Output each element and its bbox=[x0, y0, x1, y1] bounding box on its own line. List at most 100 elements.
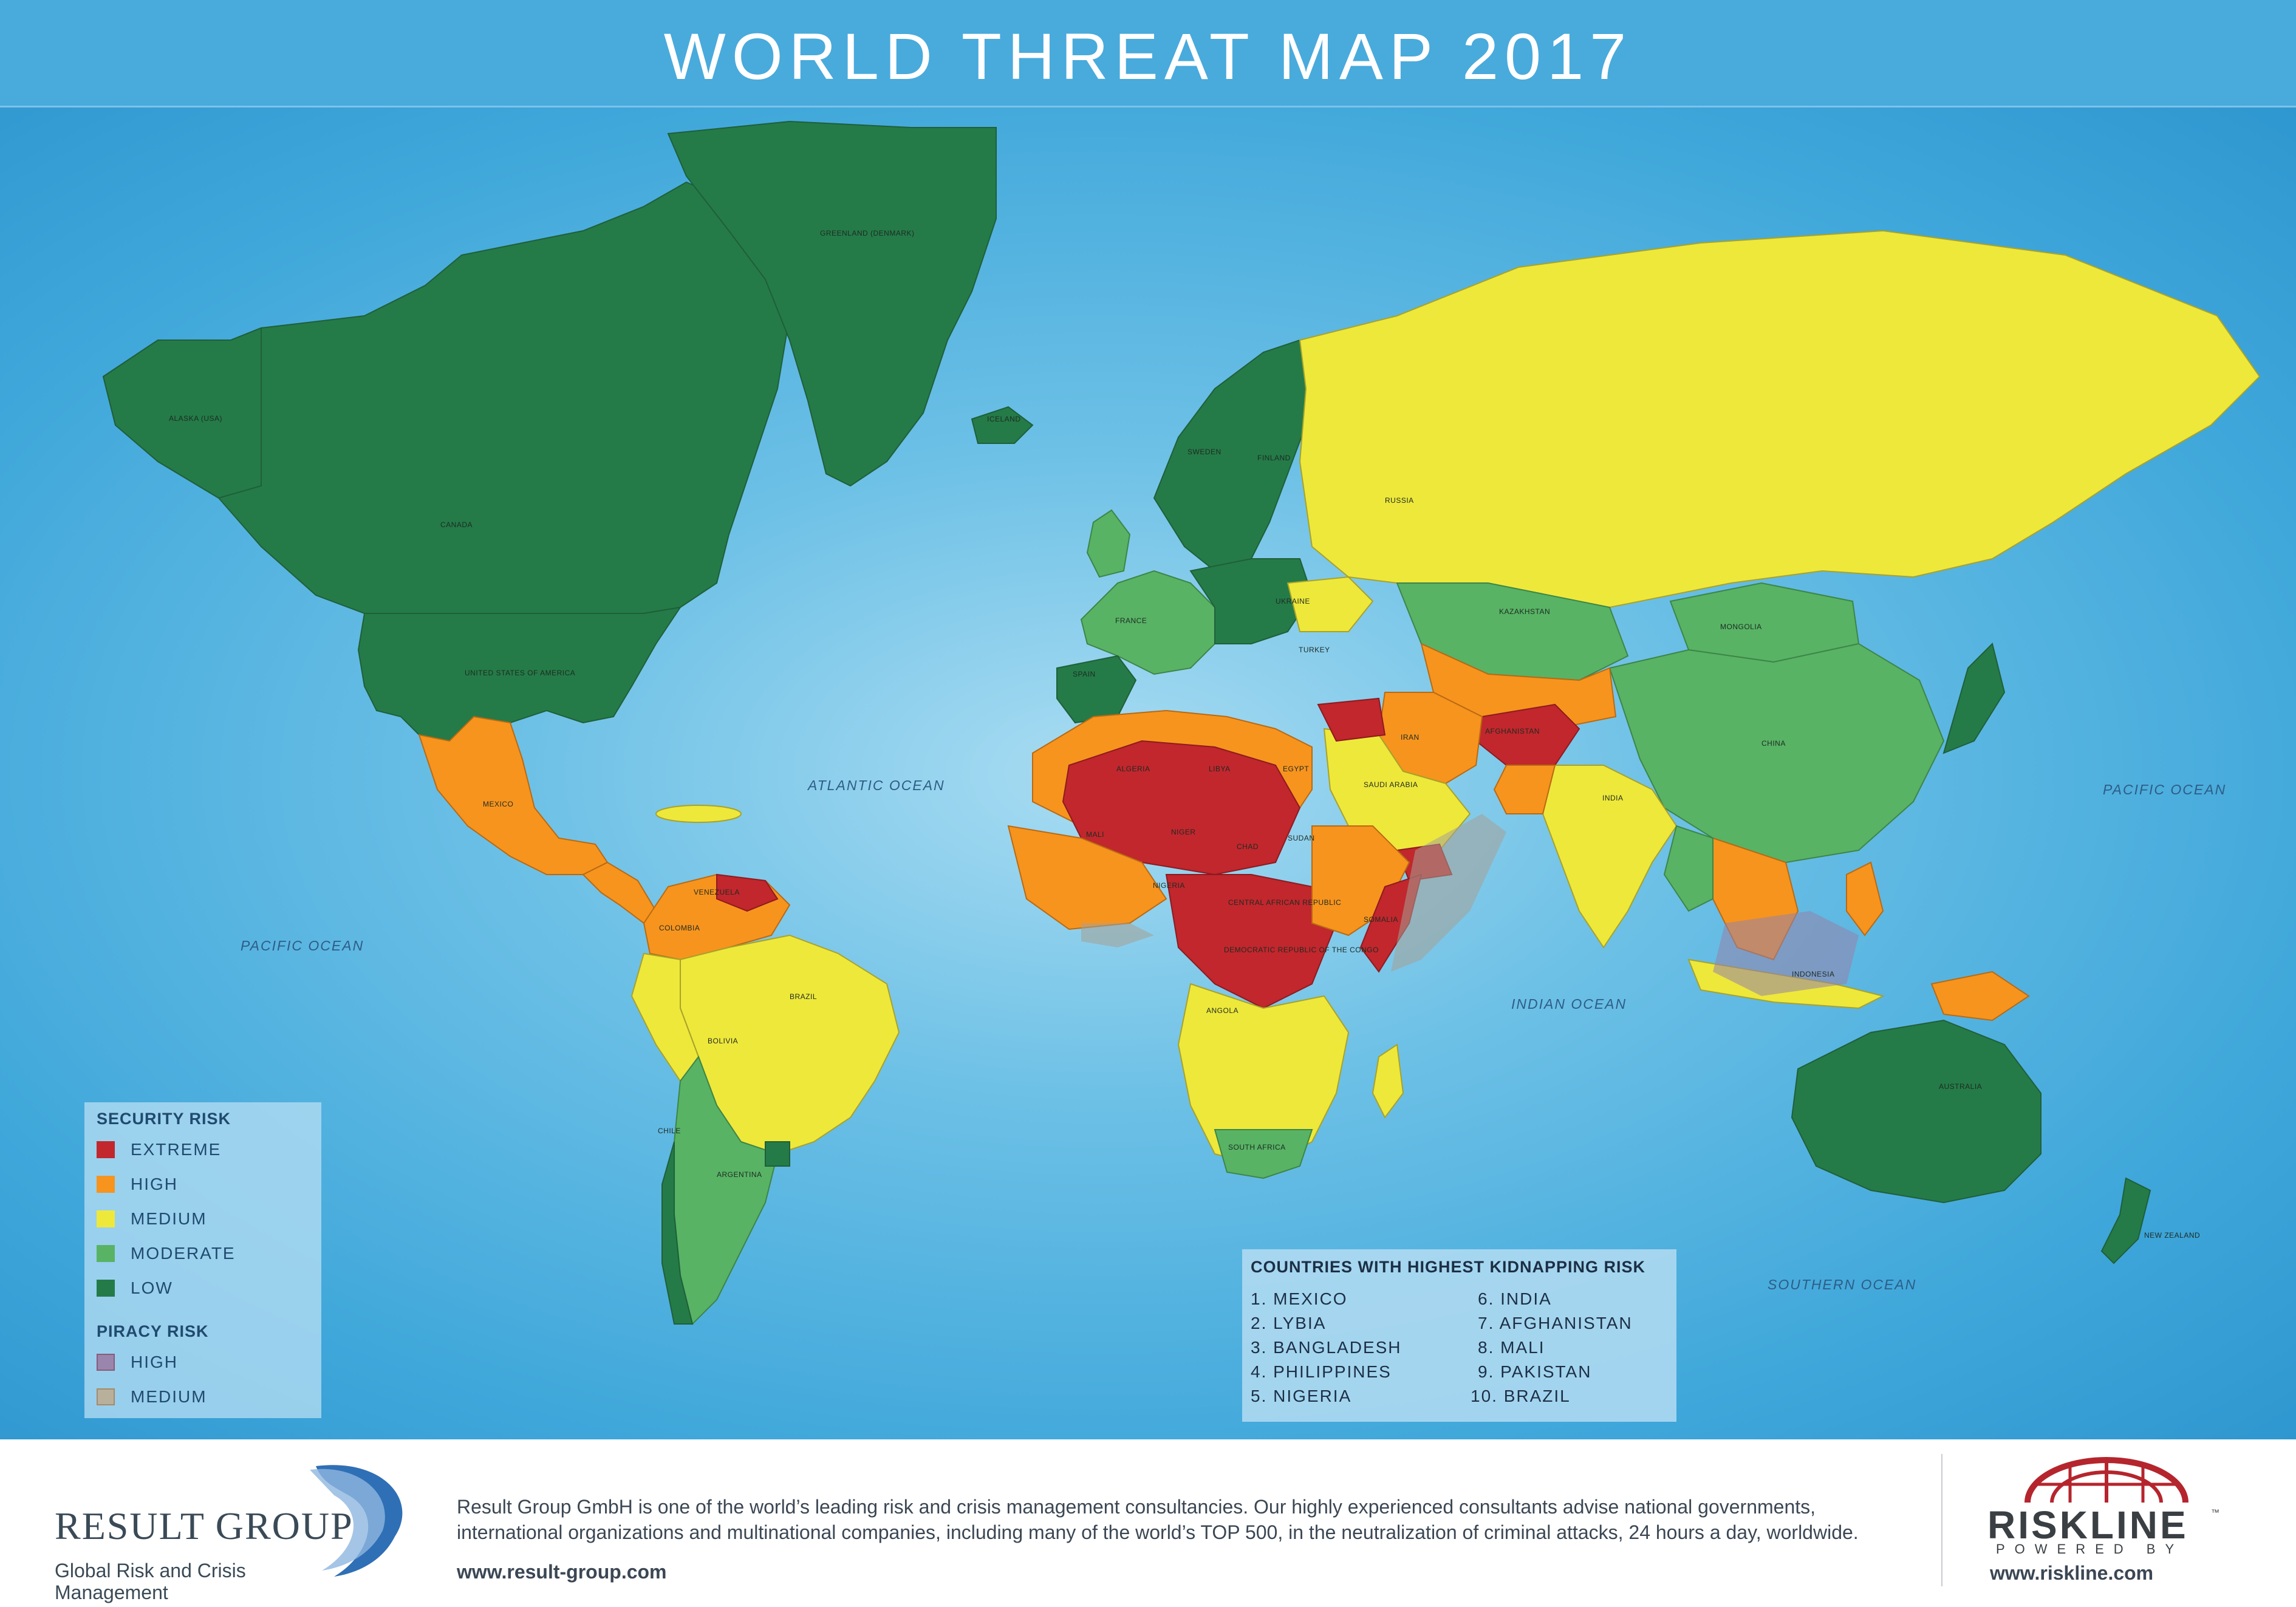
region-new-zealand bbox=[2100, 1177, 2151, 1264]
ocean-label-atlantic: ATLANTIC OCEAN bbox=[808, 777, 945, 793]
region-madagascar bbox=[1372, 1043, 1404, 1119]
swatch-moderate bbox=[97, 1245, 115, 1262]
country-label-alaska: ALASKA (USA) bbox=[169, 414, 223, 423]
country-label-somalia: SOMALIA bbox=[1364, 915, 1398, 924]
country-label-china: CHINA bbox=[1761, 739, 1786, 748]
result-group-logo: RESULT GROUP Global Risk and Crisis Mana… bbox=[55, 1458, 431, 1603]
kidnapping-risk-title: COUNTRIES WITH HIGHEST KIDNAPPING RISK bbox=[1251, 1258, 1646, 1276]
country-label-australia: AUSTRALIA bbox=[1939, 1082, 1983, 1091]
riskline-name: RISKLINE bbox=[1987, 1503, 2188, 1547]
kidnap-item: 1. MEXICO bbox=[1251, 1289, 1348, 1308]
region-central-america bbox=[582, 861, 657, 924]
piracy-zone-southeast-asia bbox=[1713, 911, 1859, 996]
country-label-mongolia: MONGOLIA bbox=[1720, 623, 1762, 631]
kidnap-item: 9. PAKISTAN bbox=[1478, 1362, 1592, 1381]
country-label-greenland: GREENLAND (DENMARK) bbox=[820, 229, 915, 237]
swatch-low bbox=[97, 1280, 115, 1297]
riskline-link[interactable]: www.riskline.com bbox=[1990, 1562, 2154, 1584]
security-risk-heading: SECURITY RISK bbox=[97, 1110, 231, 1128]
country-label-chad: CHAD bbox=[1237, 842, 1259, 851]
country-label-iceland: ICELAND bbox=[987, 415, 1021, 423]
kidnap-item: 7. AFGHANISTAN bbox=[1478, 1314, 1633, 1332]
country-label-canada: CANADA bbox=[440, 520, 473, 529]
region-india bbox=[1542, 765, 1678, 949]
page-title: WORLD THREAT MAP 2017 bbox=[663, 19, 1633, 93]
country-label-turkey: TURKEY bbox=[1299, 646, 1330, 654]
country-label-usa: UNITED STATES OF AMERICA bbox=[465, 669, 576, 677]
riskline-logo: RISKLINE ™ POWERED BY bbox=[1979, 1456, 2234, 1557]
region-uk bbox=[1086, 509, 1131, 578]
country-label-egypt: EGYPT bbox=[1283, 765, 1310, 773]
country-label-car: CENTRAL AFRICAN REPUBLIC bbox=[1228, 898, 1342, 907]
kidnap-item: 8. MALI bbox=[1478, 1338, 1545, 1357]
country-label-bolivia: BOLIVIA bbox=[708, 1037, 739, 1045]
swatch-piracy-medium bbox=[97, 1388, 115, 1405]
country-label-colombia: COLOMBIA bbox=[659, 924, 700, 932]
country-label-indonesia: INDONESIA bbox=[1792, 970, 1835, 978]
region-central-africa bbox=[1165, 874, 1338, 1009]
region-iceland bbox=[971, 406, 1034, 444]
country-label-angola: ANGOLA bbox=[1206, 1006, 1239, 1015]
region-alaska bbox=[102, 327, 262, 499]
region-venezuela-north bbox=[716, 873, 779, 912]
result-group-name: RESULT GROUP bbox=[55, 1504, 354, 1547]
region-ukraine bbox=[1286, 576, 1374, 632]
swatch-extreme bbox=[97, 1141, 115, 1158]
piracy-zone-gulf-of-guinea bbox=[1081, 923, 1154, 947]
legend-label-medium: MEDIUM bbox=[131, 1209, 207, 1228]
country-label-venezuela: VENEZUELA bbox=[694, 888, 740, 896]
region-central-europe bbox=[1189, 558, 1313, 644]
ocean-label-indian: INDIAN OCEAN bbox=[1511, 996, 1627, 1012]
country-label-new-zealand: NEW ZEALAND bbox=[2144, 1231, 2201, 1240]
kidnap-item: 6. INDIA bbox=[1478, 1289, 1552, 1308]
country-label-iran: IRAN bbox=[1401, 733, 1420, 742]
country-label-kazakhstan: KAZAKHSTAN bbox=[1499, 607, 1551, 616]
ocean-label-pacific-east: PACIFIC OCEAN bbox=[2103, 782, 2227, 797]
legend-label-piracy-medium: MEDIUM bbox=[131, 1387, 207, 1406]
result-group-tagline: Global Risk and Crisis Management bbox=[55, 1560, 246, 1603]
country-label-sweden: SWEDEN bbox=[1187, 448, 1221, 456]
country-label-sudan: SUDAN bbox=[1288, 834, 1315, 842]
country-label-nigeria: NIGERIA bbox=[1153, 881, 1185, 890]
country-label-south-africa: SOUTH AFRICA bbox=[1228, 1143, 1286, 1152]
legend-label-piracy-high: HIGH bbox=[131, 1353, 178, 1371]
footer-description: Result Group GmbH is one of the world’s … bbox=[457, 1496, 1859, 1543]
region-philippines bbox=[1846, 861, 1884, 937]
country-label-afghanistan: AFGHANISTAN bbox=[1485, 727, 1540, 735]
region-indochina bbox=[1663, 825, 1713, 912]
ocean-label-southern: SOUTHERN OCEAN bbox=[1768, 1277, 1917, 1292]
country-label-niger: NIGER bbox=[1171, 828, 1196, 836]
country-label-india: INDIA bbox=[1602, 794, 1624, 802]
country-label-saudi-arabia: SAUDI ARABIA bbox=[1364, 780, 1418, 789]
region-uruguay bbox=[765, 1141, 790, 1167]
legend-label-high: HIGH bbox=[131, 1175, 178, 1193]
title-bar: WORLD THREAT MAP 2017 bbox=[0, 0, 2296, 107]
country-label-argentina: ARGENTINA bbox=[717, 1170, 762, 1179]
region-south-africa bbox=[1214, 1129, 1313, 1179]
country-label-ukraine: UKRAINE bbox=[1276, 597, 1310, 606]
riskline-trademark: ™ bbox=[2211, 1507, 2219, 1517]
ocean-label-pacific-west: PACIFIC OCEAN bbox=[241, 938, 364, 954]
region-papua bbox=[1930, 971, 2030, 1022]
riskline-powered-by: POWERED BY bbox=[1996, 1541, 2184, 1557]
footer-divider bbox=[1941, 1454, 1942, 1586]
piracy-risk-heading: PIRACY RISK bbox=[97, 1322, 209, 1340]
legend-label-moderate: MODERATE bbox=[131, 1244, 236, 1263]
riskline-globe-icon bbox=[2024, 1457, 2188, 1503]
country-label-brazil: BRAZIL bbox=[790, 992, 818, 1001]
country-label-drc: DEMOCRATIC REPUBLIC OF THE CONGO bbox=[1224, 946, 1379, 954]
region-greenland bbox=[667, 120, 997, 487]
result-group-swoosh-icon bbox=[310, 1465, 403, 1577]
region-russia bbox=[1299, 230, 2261, 609]
swatch-medium bbox=[97, 1210, 115, 1227]
region-scandinavia bbox=[1153, 339, 1319, 572]
country-label-spain: SPAIN bbox=[1073, 670, 1096, 678]
region-caribbean bbox=[655, 805, 742, 823]
country-label-finland: FINLAND bbox=[1257, 454, 1291, 462]
swatch-high bbox=[97, 1176, 115, 1193]
country-label-chile: CHILE bbox=[658, 1127, 681, 1135]
world-map: ATLANTIC OCEAN PACIFIC OCEAN PACIFIC OCE… bbox=[0, 107, 2296, 1439]
result-group-link[interactable]: www.result-group.com bbox=[457, 1561, 667, 1583]
region-japan bbox=[1942, 643, 2006, 754]
